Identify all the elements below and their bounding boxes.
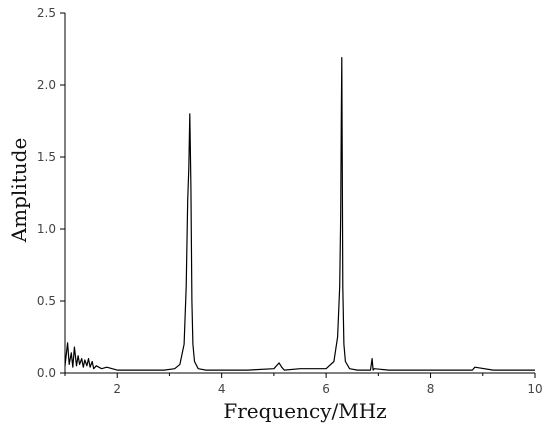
- y-tick-label: 0.0: [37, 366, 56, 380]
- x-tick-label: 4: [218, 382, 226, 396]
- plot-area: 0.0 0.5 1.0 1.5 2.0 2.5 2 4 6 8 10: [37, 6, 543, 396]
- y-tick-label: 0.5: [37, 294, 56, 308]
- x-tick-label: 2: [113, 382, 121, 396]
- x-tick-label: 8: [427, 382, 435, 396]
- x-tick-label: 6: [322, 382, 330, 396]
- y-tick-label: 2.0: [37, 78, 56, 92]
- y-tick-label: 2.5: [37, 6, 56, 20]
- y-axis-title: Amplitude: [7, 138, 31, 244]
- y-tick-label: 1.0: [37, 222, 56, 236]
- spectrum-line: [64, 56, 535, 371]
- x-tick-label: 10: [527, 382, 542, 396]
- x-axis-title: Frequency/MHz: [223, 399, 386, 423]
- y-tick-label: 1.5: [37, 150, 56, 164]
